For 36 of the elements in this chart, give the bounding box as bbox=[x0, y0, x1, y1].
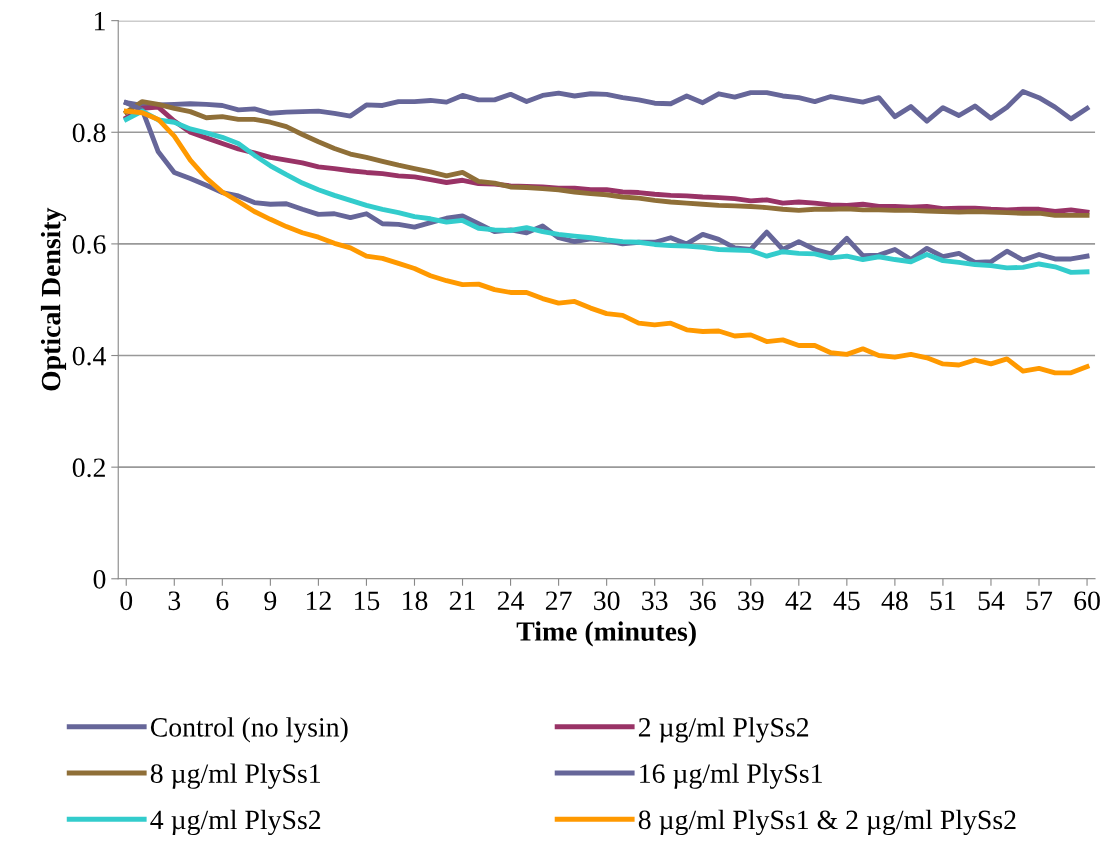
x-tick-label: 36 bbox=[690, 591, 716, 611]
x-tick-label: 39 bbox=[738, 591, 764, 611]
y-axis-title: Optical Density bbox=[40, 207, 67, 391]
legend-label: 8 µg/ml PlySs1 bbox=[150, 763, 320, 789]
legend-label: 8 µg/ml PlySs1 & 2 µg/ml PlySs2 bbox=[638, 809, 1016, 835]
x-tick-label: 15 bbox=[355, 591, 380, 611]
line-series bbox=[123, 108, 1090, 376]
legend-label: 2 µg/ml PlySs2 bbox=[638, 717, 809, 743]
legend-label: Control (no lysin) bbox=[150, 717, 348, 743]
x-axis-title: Time (minutes) bbox=[516, 621, 696, 647]
x-tick-label: 21 bbox=[449, 591, 475, 610]
y-tick-label: 0 bbox=[93, 569, 106, 589]
y-tick-label: 0.4 bbox=[72, 346, 106, 366]
x-tick-label: 48 bbox=[881, 591, 908, 611]
x-tick-label: 51 bbox=[930, 591, 956, 611]
x-tick-label: 3 bbox=[168, 591, 181, 611]
x-tick-label: 6 bbox=[216, 591, 229, 611]
x-tick-label: 30 bbox=[594, 591, 620, 611]
x-tick-label: 12 bbox=[306, 591, 331, 610]
x-tick-label: 24 bbox=[497, 591, 525, 610]
x-tick-label: 57 bbox=[1026, 591, 1053, 611]
x-tick-label: 33 bbox=[642, 591, 668, 611]
y-tick-label: 0.2 bbox=[72, 458, 105, 478]
x-tick-label: 42 bbox=[785, 591, 812, 610]
x-tick-label: 9 bbox=[264, 591, 277, 611]
y-tick-label: 0.6 bbox=[72, 235, 106, 254]
x-tick-label: 18 bbox=[403, 591, 428, 611]
y-tick-label: 1 bbox=[94, 11, 105, 31]
legend-label: 4 µg/ml PlySs2 bbox=[150, 809, 321, 835]
x-tick-label: 0 bbox=[120, 591, 133, 611]
legend-label: 16 µg/ml PlySs1 bbox=[640, 763, 822, 789]
x-tick-label: 45 bbox=[833, 591, 860, 611]
x-tick-label: 54 bbox=[978, 591, 1005, 611]
x-tick-label: 60 bbox=[1074, 591, 1100, 611]
y-tick-label: 0.8 bbox=[72, 123, 106, 143]
x-tick-label: 27 bbox=[545, 591, 572, 610]
